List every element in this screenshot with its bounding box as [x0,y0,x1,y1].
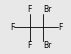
Text: Br: Br [43,41,51,50]
Text: F: F [28,5,32,14]
Text: Br: Br [43,5,51,14]
Text: F: F [10,23,14,32]
Text: F: F [58,23,63,32]
Text: F: F [28,41,32,50]
